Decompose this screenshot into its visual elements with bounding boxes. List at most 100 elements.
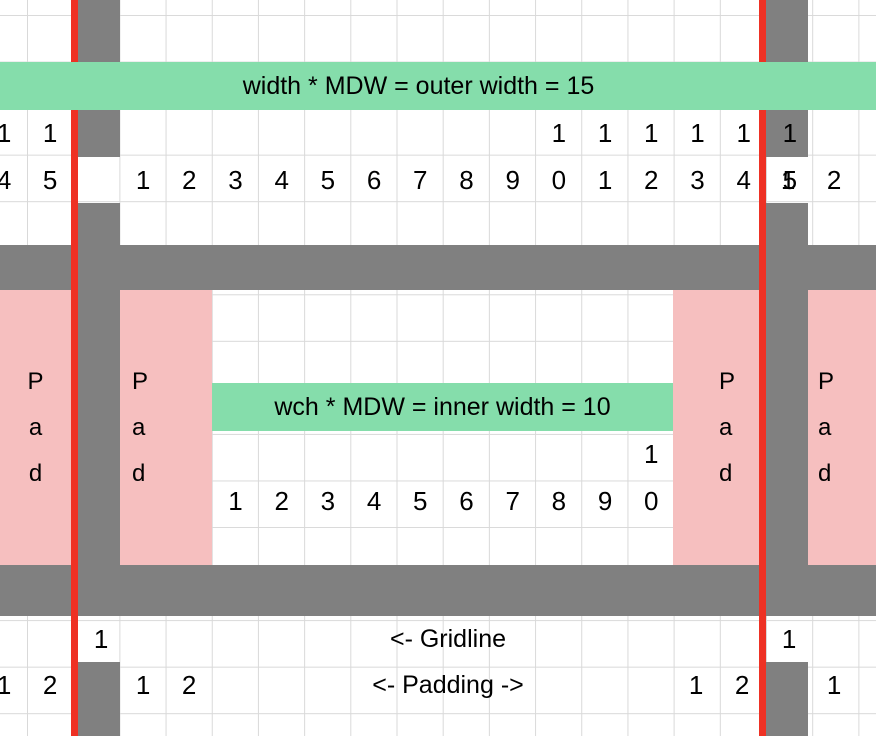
ruler-inner-tens-6 bbox=[490, 431, 536, 478]
ruler-inner-ones-0: 1 bbox=[228, 486, 243, 517]
ruler-inner-tens-8 bbox=[582, 431, 628, 478]
grey-band-bottom bbox=[0, 565, 876, 616]
legend-padding-label: <- Padding -> bbox=[372, 670, 524, 699]
outer-width-banner bbox=[0, 62, 876, 110]
ruler-outer-tens-8 bbox=[490, 110, 536, 157]
pad-block-inner-right bbox=[673, 290, 765, 565]
outer-width-label: width * MDW = outer width = 15 bbox=[242, 71, 595, 100]
legend-padding-inner-left-0: 1 bbox=[135, 670, 151, 701]
pad-label-far-right-char-1: a bbox=[818, 413, 832, 441]
ruler-outer-ones-10: 1 bbox=[597, 165, 613, 196]
ruler-inner-ones-2: 3 bbox=[320, 486, 336, 517]
ruler-inner-tens-5 bbox=[443, 431, 489, 478]
pad-label-inner-right: P a d bbox=[673, 290, 765, 565]
ruler-outer-ones-8: 9 bbox=[505, 165, 520, 196]
pad-label-inner-right-char-2: d bbox=[719, 459, 733, 487]
legend-gridline-count-left: 1 bbox=[93, 624, 109, 655]
ruler-outer-tens-4 bbox=[305, 110, 351, 157]
legend-padding-inner-right-0: 1 bbox=[688, 670, 704, 701]
grey-column-right-mid bbox=[765, 110, 808, 157]
ruler-outer-left-ones-1: 5 bbox=[42, 165, 58, 196]
pad-label-inner-right-char-0: P bbox=[719, 367, 736, 395]
pad-block-far-right bbox=[808, 290, 876, 565]
ruler-outer-tens-6 bbox=[397, 110, 443, 157]
ruler-inner-tens-2 bbox=[305, 431, 351, 478]
legend-padding-far-left-1: 2 bbox=[42, 670, 58, 701]
ruler-inner-tens-4 bbox=[397, 431, 443, 478]
grey-cell-bottom-left bbox=[77, 662, 120, 709]
ruler-outer-tens-0 bbox=[120, 110, 166, 157]
ruler-inner-ones-3: 4 bbox=[366, 486, 382, 517]
legend-padding-inner-right-1: 2 bbox=[734, 670, 750, 701]
ruler-outer-ones-7: 8 bbox=[459, 165, 474, 196]
ruler-outer-tens-2 bbox=[212, 110, 258, 157]
pad-label-far-left: P a d bbox=[0, 290, 71, 565]
pad-label-far-right-char-0: P bbox=[818, 367, 835, 395]
legend-padding-far-right-0: 1 bbox=[826, 670, 842, 701]
ruler-outer-ones-13: 4 bbox=[736, 165, 751, 196]
ruler-inner-tens-1 bbox=[259, 431, 305, 478]
ruler-outer-tens-12: 1 bbox=[690, 118, 705, 149]
ruler-inner-ones-4: 5 bbox=[413, 486, 428, 517]
legend-padding-far-left-0: 1 bbox=[0, 670, 12, 701]
ruler-inner-ones-5: 6 bbox=[459, 486, 474, 517]
ruler-outer-tens-5 bbox=[351, 110, 397, 157]
inner-width-label: wch * MDW = inner width = 10 bbox=[274, 392, 611, 421]
pad-label-inner-left-char-0: P bbox=[132, 367, 149, 395]
ruler-outer-tens-9: 1 bbox=[551, 118, 567, 149]
ruler-outer-left-tens-0: 1 bbox=[0, 118, 12, 149]
ruler-outer-tens-11: 1 bbox=[644, 118, 659, 149]
pad-label-inner-left: P a d bbox=[120, 290, 212, 565]
ruler-outer-ones-3: 4 bbox=[274, 165, 289, 196]
grey-cell-bottom-right bbox=[765, 662, 808, 736]
grey-band-top bbox=[0, 245, 876, 290]
grey-column-left-body bbox=[77, 290, 120, 565]
ruler-inner-ones-6: 7 bbox=[505, 486, 520, 517]
grey-column-left-top bbox=[77, 0, 120, 62]
pad-label-far-right: P a d bbox=[808, 290, 876, 565]
ruler-outer-tens-1 bbox=[166, 110, 212, 157]
pad-label-far-left-char-2: d bbox=[28, 459, 43, 487]
ruler-inner-ones-7: 8 bbox=[551, 486, 567, 517]
legend-gridline-label: <- Gridline bbox=[389, 624, 506, 653]
pad-block-far-left bbox=[0, 290, 77, 565]
red-gridline-left bbox=[71, 0, 78, 736]
pad-label-inner-left-char-2: d bbox=[132, 459, 146, 487]
ruler-outer-left-ones-0: 4 bbox=[0, 165, 12, 196]
ruler-inner-tens-3 bbox=[351, 431, 397, 478]
red-gridline-right bbox=[759, 0, 766, 736]
grey-column-right-lower bbox=[765, 203, 808, 245]
inner-width-banner bbox=[212, 383, 673, 431]
legend-gridline-count-right: 1 bbox=[781, 624, 797, 655]
ruler-inner-ones-1: 2 bbox=[274, 486, 289, 517]
grey-column-right-body bbox=[765, 290, 808, 565]
ruler-outer-ones-6: 7 bbox=[413, 165, 428, 196]
pad-label-far-right-char-2: d bbox=[818, 459, 832, 487]
ruler-outer-left-tens-1: 1 bbox=[42, 118, 58, 149]
ruler-inner-tens-9: 1 bbox=[644, 439, 659, 470]
ruler-outer-ones-4: 5 bbox=[320, 165, 336, 196]
pad-label-inner-left-char-1: a bbox=[132, 413, 146, 441]
ruler-outer-tens-7 bbox=[443, 110, 489, 157]
ruler-inner-tens-7 bbox=[536, 431, 582, 478]
grey-cell-bottom-left-tail bbox=[77, 709, 120, 736]
ruler-outer-right-ones-1: 2 bbox=[826, 165, 842, 196]
ruler-outer-tens-14: 1 bbox=[782, 118, 798, 149]
ruler-outer-ones-0: 1 bbox=[135, 165, 151, 196]
pad-label-far-left-char-0: P bbox=[27, 367, 44, 395]
ruler-outer-ones-9: 0 bbox=[551, 165, 567, 196]
grey-column-left-lower bbox=[77, 203, 120, 245]
ruler-outer-tens-10: 1 bbox=[597, 118, 613, 149]
grey-column-right-top bbox=[765, 0, 808, 62]
ruler-outer-tens-13: 1 bbox=[736, 118, 751, 149]
ruler-inner-ones-8: 9 bbox=[597, 486, 613, 517]
ruler-outer-ones-14: 5 bbox=[782, 165, 798, 196]
ruler-outer-ones-5: 6 bbox=[366, 165, 382, 196]
ruler-outer-ones-1: 2 bbox=[182, 165, 197, 196]
grey-column-left-mid bbox=[77, 110, 120, 157]
ruler-outer-right-ones-0: 1 bbox=[780, 165, 796, 196]
pad-label-inner-right-char-1: a bbox=[719, 413, 733, 441]
ruler-outer-tens-3 bbox=[259, 110, 305, 157]
pad-label-far-left-char-1: a bbox=[28, 413, 43, 441]
